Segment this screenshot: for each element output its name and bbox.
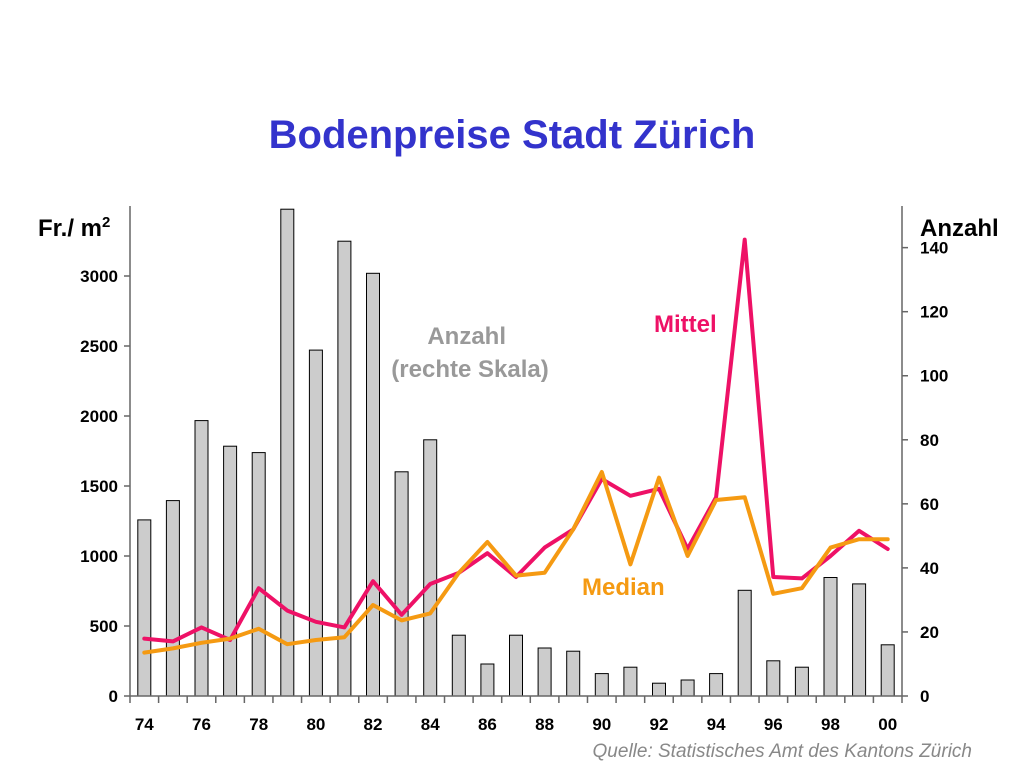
anzahl-bar-1998 [823,577,838,697]
anzahl-bar-1985 [451,634,466,697]
anzahl-bar-2000 [880,644,895,697]
mittel-annotation: Mittel [654,311,717,338]
x-tick-label-82: 82 [364,715,383,734]
anzahl-bar-1991 [623,666,638,697]
anzahl-annotation: Anzahl (rechte Skala) [391,323,548,383]
left-axis-title-superscript: 2 [102,214,110,231]
anzahl-bar-1974 [137,519,152,697]
x-tick-label-88: 88 [535,715,554,734]
left-tick-label-500: 500 [90,617,118,636]
x-tick-label-94: 94 [707,715,726,734]
anzahl-bar-1997 [794,666,809,697]
anzahl-bar-1978 [251,452,266,697]
anzahl-bar-1979 [280,208,295,697]
right-tick-label-60: 60 [920,495,939,514]
x-tick-label-92: 92 [650,715,669,734]
x-tick-label-90: 90 [592,715,611,734]
anzahl-bar-1975 [165,500,180,697]
anzahl-bar-1987 [509,634,523,697]
anzahl-bar-1994 [709,673,724,697]
x-tick-label-84: 84 [421,715,440,734]
anzahl-annotation-line1: Anzahl [427,323,506,350]
right-tick-label-40: 40 [920,559,939,578]
x-tick-label-00: 00 [878,715,897,734]
right-axis-title: Anzahl [920,215,999,242]
x-tick-label-76: 76 [192,715,211,734]
x-tick-label-78: 78 [249,715,268,734]
anzahl-bar-1976 [194,420,209,697]
right-tick-label-80: 80 [920,431,939,450]
left-axis-title-text: Fr./ m [38,215,102,242]
left-tick-label-1500: 1500 [80,477,118,496]
anzahl-bar-1995 [737,589,752,697]
right-tick-label-140: 140 [920,239,948,258]
left-tick-label-3000: 3000 [80,267,118,286]
anzahl-bar-1988 [537,647,552,697]
anzahl-bar-1982 [366,272,380,697]
anzahl-bar-1977 [223,445,238,697]
source-note: Quelle: Statistisches Amt des Kantons Zü… [593,741,972,762]
left-tick-label-1000: 1000 [80,547,118,566]
anzahl-bar-1989 [566,650,581,697]
anzahl-bar-1984 [423,439,438,697]
chart-title: Bodenpreise Stadt Zürich [269,113,756,157]
x-tick-label-80: 80 [306,715,325,734]
left-tick-label-0: 0 [109,687,118,706]
anzahl-bar-1980 [308,349,323,697]
anzahl-bar-1996 [766,660,781,697]
price-lines [142,237,890,655]
median-annotation: Median [582,574,665,601]
x-tick-label-74: 74 [135,715,154,734]
right-tick-label-100: 100 [920,367,948,386]
left-axis-title: Fr./ m2 [38,214,110,242]
anzahl-bar-1983 [394,471,409,697]
anzahl-bar-1992 [652,682,666,697]
anzahl-bar-1999 [852,583,867,697]
right-tick-label-120: 120 [920,303,948,322]
right-tick-label-20: 20 [920,623,939,642]
x-tick-label-86: 86 [478,715,497,734]
x-tick-label-98: 98 [821,715,840,734]
left-tick-label-2500: 2500 [80,337,118,356]
right-tick-label-0: 0 [920,687,929,706]
median-line [142,470,890,655]
x-tick-label-96: 96 [764,715,783,734]
anzahl-bar-1990 [594,673,609,697]
anzahl-bars [137,208,895,697]
anzahl-bar-1993 [680,679,695,697]
anzahl-bar-1986 [480,663,495,697]
left-tick-label-2000: 2000 [80,407,118,426]
anzahl-annotation-line2: (rechte Skala) [391,356,548,383]
axes: 0 500 1000 1500 2000 2500 3000 0 20 40 60 80 100 120 1… [80,206,948,734]
